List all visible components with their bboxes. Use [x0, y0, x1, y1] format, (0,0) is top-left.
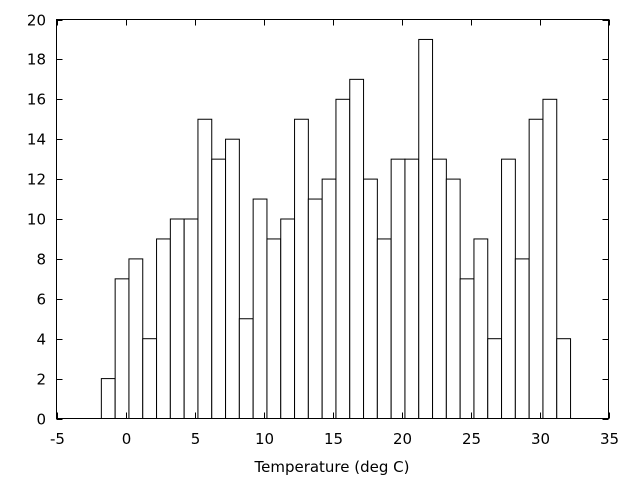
- plot-frame: [56, 19, 609, 419]
- histogram-bar: [335, 98, 351, 420]
- histogram-bar: [238, 318, 254, 419]
- histogram-bar: [487, 338, 503, 420]
- x-tick-label: 20: [393, 430, 412, 448]
- bars-group: [100, 38, 572, 420]
- histogram-bar: [390, 158, 406, 419]
- y-tick-label: 2: [36, 371, 46, 389]
- y-tick-label: 18: [27, 51, 46, 69]
- y-tick-label: 14: [27, 131, 46, 149]
- histogram-bar: [100, 378, 116, 420]
- x-tick-label: 10: [255, 430, 274, 448]
- x-tick-label: 35: [600, 430, 619, 448]
- y-tick-label: 6: [36, 291, 46, 309]
- histogram-bar: [349, 78, 365, 419]
- histogram-bar: [183, 218, 199, 419]
- histogram-bar: [114, 278, 130, 419]
- histogram-bar: [459, 278, 475, 419]
- histogram-bar: [404, 158, 420, 419]
- histogram-bar: [418, 38, 434, 419]
- x-tick-label: 25: [462, 430, 481, 448]
- y-tick-label: 16: [27, 91, 46, 109]
- x-tick-label: 30: [531, 430, 550, 448]
- x-tick-label: -5: [50, 430, 65, 448]
- histogram-bar: [376, 238, 392, 419]
- x-tick-label: 0: [122, 430, 132, 448]
- histogram-bar: [211, 158, 227, 419]
- histogram-bar: [307, 198, 323, 419]
- y-tick-label: 4: [36, 331, 46, 349]
- histogram-bar: [445, 178, 461, 419]
- y-tick-label: 10: [27, 211, 46, 229]
- histogram-bar: [225, 138, 240, 419]
- histogram-bar: [528, 118, 544, 419]
- x-tick-label: 5: [191, 430, 201, 448]
- histogram-bar: [432, 158, 447, 419]
- histogram-bar: [266, 238, 282, 419]
- histogram-bar: [321, 178, 337, 419]
- x-axis-label: Temperature (deg C): [253, 458, 409, 476]
- histogram-bar: [514, 258, 530, 419]
- x-tick-label: 15: [324, 430, 343, 448]
- histogram-bar: [294, 118, 309, 419]
- histogram-bar: [542, 98, 558, 420]
- histogram-bar: [142, 338, 158, 420]
- histogram-bar: [473, 238, 489, 419]
- histogram-bar: [252, 198, 268, 419]
- histogram-bar: [169, 218, 185, 419]
- histogram-bar: [156, 238, 171, 419]
- histogram-bar: [363, 178, 378, 419]
- histogram-bar: [501, 158, 516, 419]
- y-tick-label: 0: [36, 411, 46, 429]
- y-tick-label: 20: [27, 12, 46, 30]
- y-tick-label: 12: [27, 171, 46, 189]
- histogram-bar: [280, 218, 296, 419]
- histogram-bar: [197, 118, 213, 419]
- y-tick-label: 8: [36, 251, 46, 269]
- histogram-bar: [128, 258, 144, 419]
- histogram-bar: [556, 338, 572, 420]
